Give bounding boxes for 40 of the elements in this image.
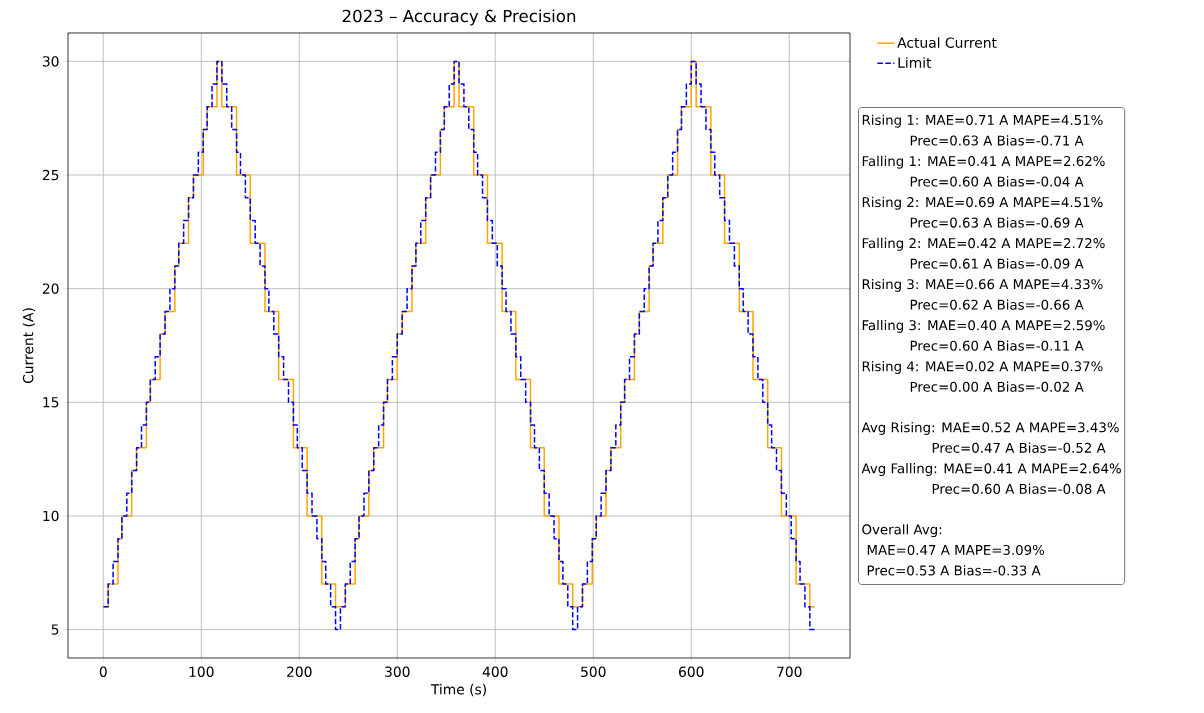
text: Prec=0.63 A Bias=-0.71 A [910, 135, 1084, 146]
x-tick-label: 700 [777, 666, 802, 677]
text: Rising 1: MAE=0.71 A MAPE=4.51% [862, 114, 1103, 128]
text: Prec=0.60 A Bias=-0.08 A [932, 483, 1106, 494]
text: Overall Avg: [862, 524, 942, 538]
x-axis-title: Time (s) [430, 683, 486, 697]
x-tick-label: 400 [482, 666, 508, 677]
x-tick-label: 100 [189, 666, 214, 677]
y-axis-title: Current (A) [22, 308, 36, 384]
text: Prec=0.47 A Bias=-0.52 A [932, 442, 1106, 453]
text: Falling 1: MAE=0.41 A MAPE=2.62% [862, 155, 1105, 169]
y-tick-label: 15 [43, 397, 59, 408]
text: Prec=0.62 A Bias=-0.66 A [910, 299, 1084, 310]
text: Prec=0.53 A Bias=-0.33 A [867, 565, 1041, 576]
text: Prec=0.60 A Bias=-0.11 A [910, 340, 1084, 351]
y-tick-label: 25 [42, 169, 59, 181]
x-tick-label: 600 [679, 666, 704, 677]
x-tick-label: 300 [385, 666, 410, 677]
y-tick-label: 20 [42, 283, 59, 294]
text: MAE=0.47 A MAPE=3.09% [867, 544, 1045, 555]
legend-label: Actual Current [897, 37, 997, 48]
text: Prec=0.60 A Bias=-0.04 A [910, 176, 1084, 187]
x-tick-label: 200 [287, 666, 312, 677]
text: Prec=0.00 A Bias=-0.02 A [910, 381, 1084, 392]
y-tick-label: 10 [43, 510, 59, 522]
x-tick-label: 500 [581, 666, 606, 677]
text: Rising 3: MAE=0.66 A MAPE=4.33% [862, 278, 1103, 292]
text: Falling 3: MAE=0.40 A MAPE=2.59% [862, 319, 1105, 333]
text: Rising 2: MAE=0.69 A MAPE=4.51% [862, 196, 1103, 210]
chart-title: 2023 – Accuracy & Precision [342, 9, 576, 26]
text: Prec=0.63 A Bias=-0.69 A [910, 217, 1084, 228]
y-tick-label: 5 [51, 624, 59, 635]
legend-label: Limit [898, 57, 932, 68]
y-tick-label: 30 [42, 56, 59, 67]
text: Avg Rising: MAE=0.52 A MAPE=3.43% [861, 422, 1119, 435]
text: Falling 2: MAE=0.42 A MAPE=2.72% [862, 237, 1105, 251]
text: Rising 4: MAE=0.02 A MAPE=0.37% [862, 360, 1103, 374]
x-tick-label: 0 [99, 666, 107, 677]
text: Avg Falling: MAE=0.41 A MAPE=2.64% [861, 463, 1121, 476]
text: Prec=0.61 A Bias=-0.09 A [910, 258, 1084, 269]
